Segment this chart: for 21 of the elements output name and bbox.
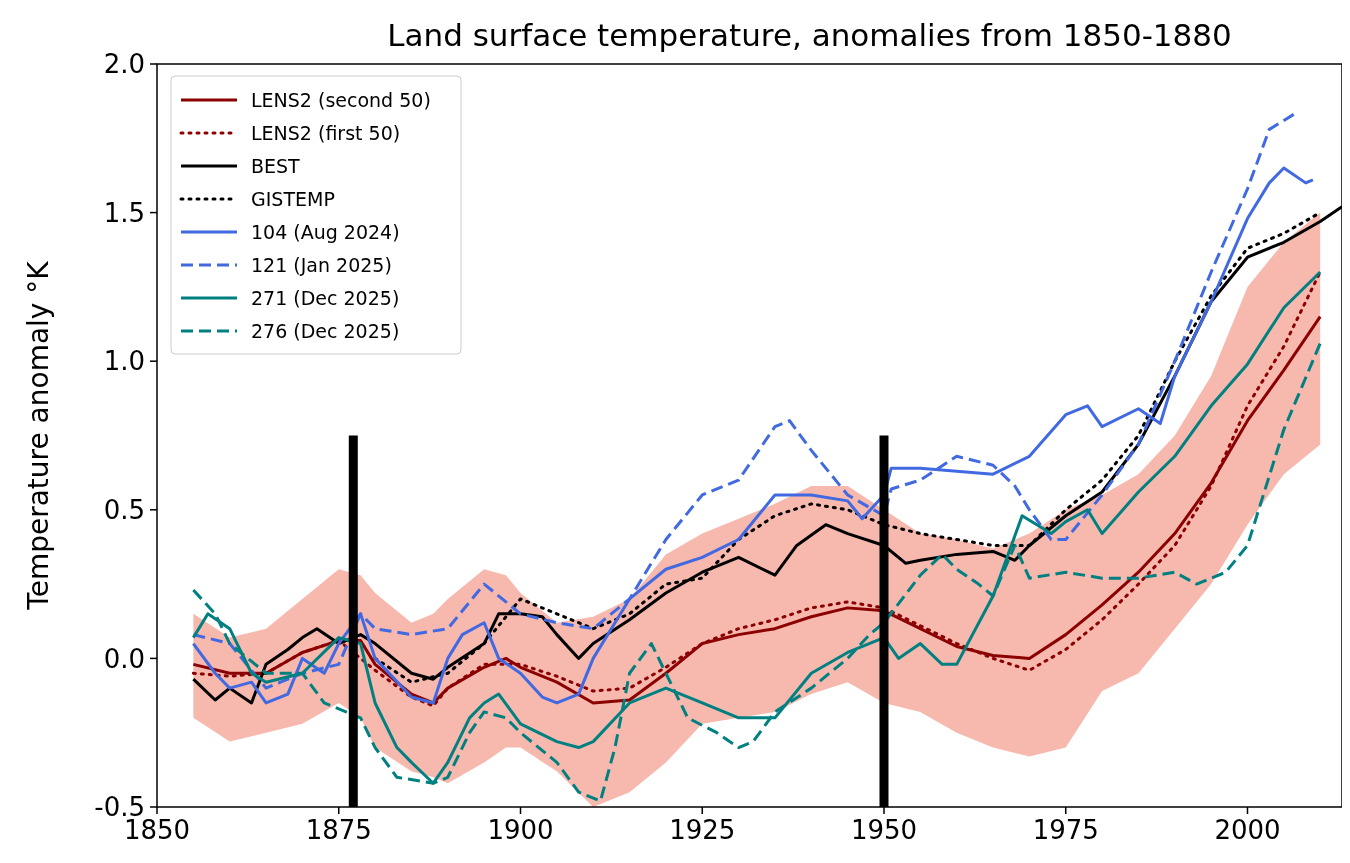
- chart-title: Land surface temperature, anomalies from 1850-1880: [387, 17, 1232, 53]
- legend-label: LENS2 (first 50): [251, 121, 401, 144]
- x-tick-label: 2000: [1214, 815, 1281, 845]
- y-tick-label: 1.5: [103, 197, 145, 228]
- legend-label: 276 (Dec 2025): [251, 319, 400, 342]
- legend-label: 271 (Dec 2025): [251, 286, 400, 309]
- x-tick-label: 1975: [1032, 815, 1099, 845]
- x-tick-label: 1875: [305, 815, 372, 845]
- y-tick-label: 2.0: [103, 49, 145, 80]
- y-axis-title: Temperature anomaly °K: [22, 260, 55, 611]
- x-tick-label: 1950: [850, 815, 918, 845]
- x-tick-label: 1925: [669, 815, 736, 845]
- x-tick-label: 1900: [487, 815, 554, 845]
- y-tick-label: 0.0: [103, 643, 145, 674]
- legend-label: LENS2 (second 50): [251, 88, 431, 111]
- legend-label: BEST: [251, 154, 301, 177]
- y-tick-label: 0.5: [103, 494, 145, 525]
- y-tick-label: 1.0: [103, 346, 145, 377]
- legend-label: GISTEMP: [251, 187, 335, 210]
- legend-label: 104 (Aug 2024): [251, 220, 400, 243]
- legend-label: 121 (Jan 2025): [251, 253, 392, 276]
